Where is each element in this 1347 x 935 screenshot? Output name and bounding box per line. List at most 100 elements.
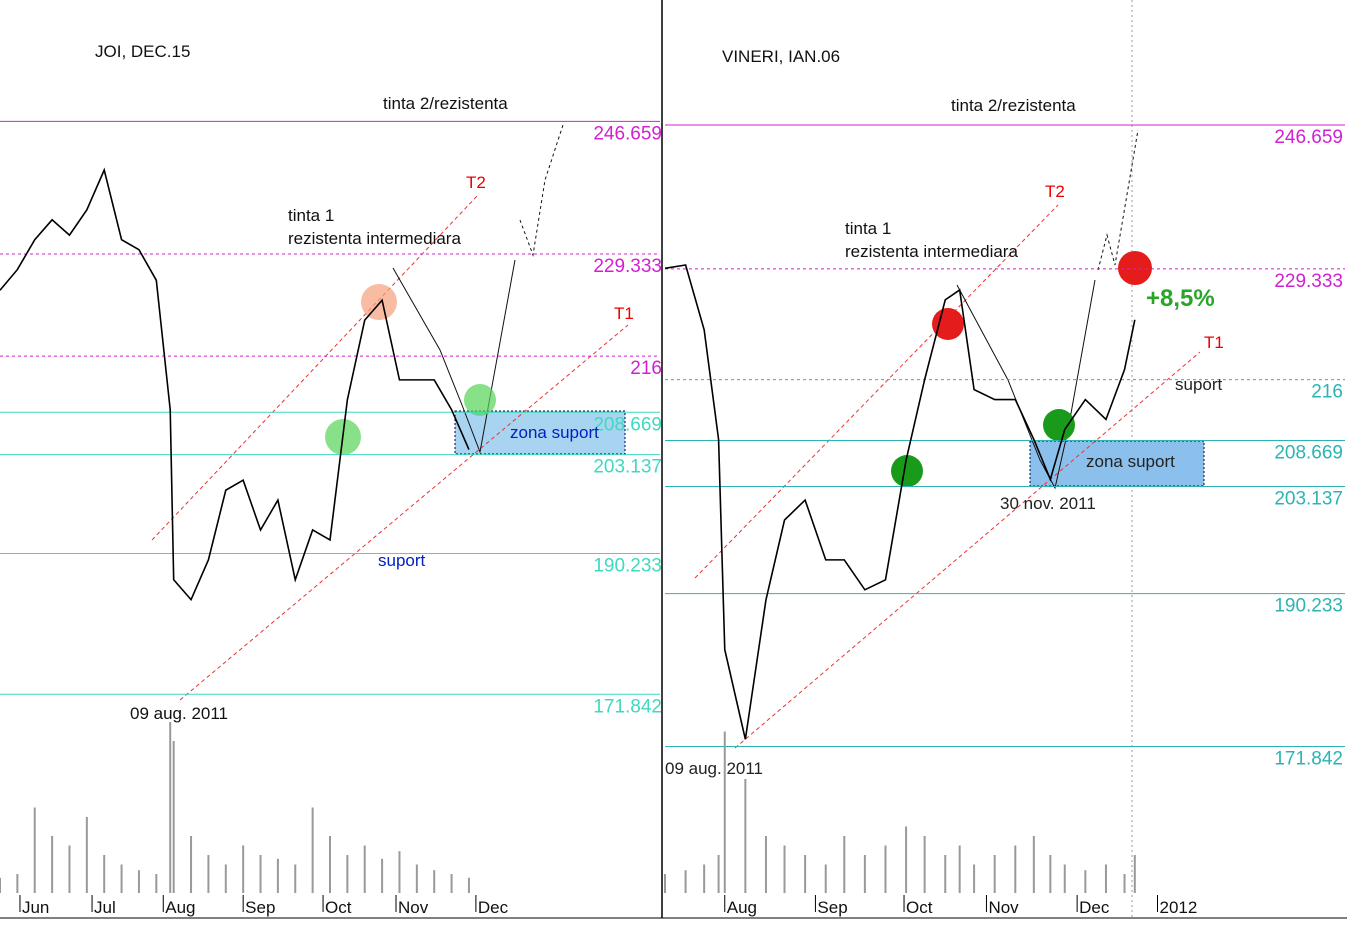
- chart-title: JOI, DEC.15: [95, 42, 190, 61]
- y-tick-label: 190.233: [1274, 596, 1343, 617]
- annotation: T2: [1045, 182, 1065, 201]
- y-tick-label: 171.842: [1274, 748, 1343, 769]
- y-tick-label: 216: [1311, 382, 1343, 403]
- volume-bar: [723, 731, 726, 893]
- marker: [361, 284, 397, 320]
- target-arrow: [519, 124, 564, 257]
- volume-bar: [33, 807, 36, 893]
- volume-bar: [744, 779, 747, 893]
- x-tick-label: Dec: [478, 898, 509, 917]
- volume-bar: [415, 864, 418, 893]
- x-tick-label: Nov: [398, 898, 429, 917]
- x-tick-label: Dec: [1079, 898, 1110, 917]
- volume-bar: [0, 877, 1, 893]
- volume-bar: [717, 855, 720, 893]
- volume-bar: [973, 864, 976, 893]
- volume-bar: [863, 855, 866, 893]
- volume-bar: [450, 874, 453, 893]
- channel-bottom: [734, 351, 1201, 749]
- volume-bar: [703, 864, 706, 893]
- annotation: zona suport: [1086, 452, 1175, 471]
- x-tick-label: Sep: [245, 898, 275, 917]
- annotation: tinta 1: [845, 219, 891, 238]
- volume-bar: [958, 845, 961, 893]
- volume-bar: [1084, 870, 1087, 893]
- x-tick-label: 2012: [1159, 898, 1197, 917]
- volume-bar: [1049, 855, 1052, 893]
- volume-bar: [363, 845, 366, 893]
- y-tick-label: 208.669: [593, 414, 662, 435]
- marker: [1118, 251, 1152, 285]
- y-tick-label: 208.669: [1274, 443, 1343, 464]
- volume-bar: [242, 845, 245, 893]
- volume-bar: [764, 836, 767, 893]
- x-tick-label: Oct: [906, 898, 933, 917]
- chart-title: VINERI, IAN.06: [722, 47, 840, 66]
- volume-bar: [433, 870, 436, 893]
- volume-bar: [1133, 855, 1136, 893]
- volume-bar: [103, 855, 106, 893]
- price-line: [664, 264, 1136, 740]
- y-tick-label: 216: [630, 358, 662, 379]
- volume-bar: [884, 845, 887, 893]
- annotation: 09 aug. 2011: [130, 704, 228, 723]
- volume-bar: [190, 836, 193, 893]
- volume-bar: [1063, 864, 1066, 893]
- y-tick-label: 203.137: [593, 457, 662, 478]
- y-tick-label: 229.333: [1274, 271, 1343, 292]
- annotation: rezistenta intermediara: [288, 229, 461, 248]
- volume-bar: [311, 807, 314, 893]
- x-tick-label: Aug: [727, 898, 757, 917]
- channel-top: [694, 204, 1059, 579]
- volume-bar: [783, 845, 786, 893]
- annotation: rezistenta intermediara: [845, 242, 1018, 261]
- volume-bar: [137, 870, 140, 893]
- volume-bar: [169, 722, 172, 893]
- annotation: suport: [378, 551, 426, 570]
- volume-bar: [1032, 836, 1035, 893]
- volume-bar: [120, 864, 123, 893]
- target-arrow: [1097, 129, 1139, 271]
- volume-bar: [224, 864, 227, 893]
- channel-bottom: [179, 324, 629, 701]
- volume-bar: [664, 874, 666, 893]
- path-arrow: [392, 259, 516, 454]
- support-zone: [454, 410, 626, 455]
- volume-bar: [923, 836, 926, 893]
- x-tick-label: Sep: [817, 898, 847, 917]
- x-tick-label: Jun: [22, 898, 49, 917]
- volume-bar: [824, 864, 827, 893]
- y-tick-label: 203.137: [1274, 488, 1343, 509]
- volume-bar: [16, 874, 19, 893]
- volume-bar: [51, 836, 54, 893]
- volume-bar: [467, 877, 470, 893]
- y-tick-label: 171.842: [593, 696, 662, 717]
- volume-bar: [684, 870, 687, 893]
- x-tick-label: Oct: [325, 898, 352, 917]
- volume-bar: [381, 858, 384, 893]
- annotation: T2: [466, 173, 486, 192]
- annotation: +8,5%: [1146, 285, 1215, 312]
- y-tick-label: 246.659: [593, 123, 662, 144]
- annotation: 09 aug. 2011: [665, 759, 763, 778]
- marker: [1043, 409, 1075, 441]
- annotation: zona suport: [510, 423, 599, 442]
- annotation: tinta 2/rezistenta: [951, 96, 1076, 115]
- volume-bar: [172, 741, 175, 893]
- price-line: [0, 167, 470, 602]
- marker: [932, 308, 964, 340]
- x-tick-label: Jul: [94, 898, 116, 917]
- channel-top: [151, 194, 479, 541]
- volume-bar: [155, 874, 158, 893]
- annotation: T1: [1204, 333, 1224, 352]
- volume-bar: [1123, 874, 1126, 893]
- y-tick-label: 229.333: [593, 256, 662, 277]
- volume-bar: [207, 855, 210, 893]
- volume-bar: [843, 836, 846, 893]
- annotation: suport: [1175, 375, 1223, 394]
- volume-bar: [804, 855, 807, 893]
- volume-bar: [276, 858, 279, 893]
- volume-bar: [68, 845, 71, 893]
- volume-bar: [905, 826, 908, 893]
